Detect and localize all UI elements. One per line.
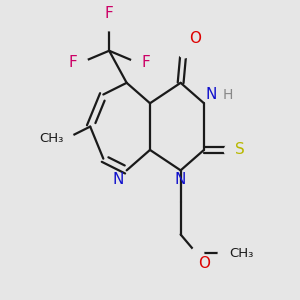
Text: F: F bbox=[68, 55, 77, 70]
Text: O: O bbox=[189, 32, 201, 46]
Text: CH₃: CH₃ bbox=[229, 247, 253, 260]
Text: O: O bbox=[198, 256, 210, 271]
Text: F: F bbox=[141, 55, 150, 70]
Text: CH₃: CH₃ bbox=[40, 132, 64, 145]
Text: F: F bbox=[105, 6, 113, 21]
Text: N: N bbox=[112, 172, 124, 187]
Text: H: H bbox=[223, 88, 233, 102]
Text: N: N bbox=[206, 87, 217, 102]
Text: N: N bbox=[175, 172, 186, 187]
Text: S: S bbox=[235, 142, 244, 158]
